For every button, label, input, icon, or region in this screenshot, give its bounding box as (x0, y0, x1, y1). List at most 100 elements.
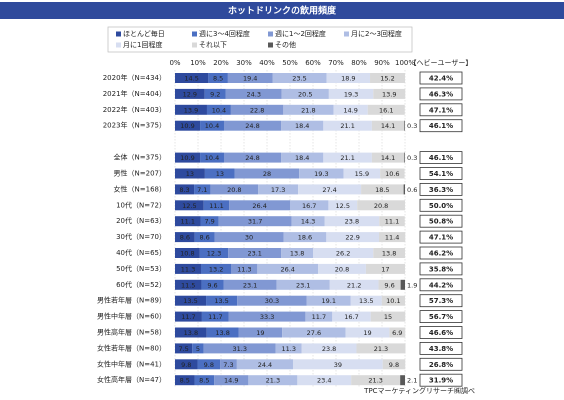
bar-segment (281, 248, 313, 258)
legend-swatch (192, 31, 197, 37)
segment-label: 21.8 (301, 106, 315, 114)
segment-label: 18.4 (295, 154, 309, 162)
bar-segment (379, 216, 405, 227)
heavy-value: 47.1% (429, 106, 453, 114)
heavy-box (419, 103, 463, 117)
bar-segment (206, 104, 231, 115)
heavy-box (419, 167, 463, 180)
bar-segment (333, 104, 368, 115)
bar-segment (404, 120, 405, 131)
segment-label: 11.1 (385, 218, 399, 226)
bar-segment (175, 184, 195, 195)
segment-label: 8.6 (180, 234, 190, 242)
segment-label: 10.6 (385, 170, 399, 178)
x-tick-label: 30% (236, 59, 252, 67)
bar-segment (382, 359, 406, 370)
segment-label: 6.9 (392, 329, 402, 337)
bar-segment (203, 200, 230, 211)
bar-segment (208, 73, 228, 83)
segment-label: 11.1 (181, 218, 195, 226)
bar-segment (192, 343, 204, 354)
bar-segment (175, 120, 201, 131)
legend-label: 週に3～4回程度 (199, 29, 250, 38)
segment-label: 21.3 (374, 345, 388, 353)
segment-label: 7.5 (178, 345, 188, 353)
bar-segment (299, 168, 344, 179)
segment-label: 15 (384, 313, 392, 321)
heavy-value: 43.8% (429, 345, 453, 353)
bar-segment (400, 375, 405, 386)
bar-segment (292, 359, 383, 370)
heavy-value: 50.8% (429, 218, 453, 226)
bar-segment (328, 88, 374, 99)
segment-label: 14.1 (381, 122, 395, 130)
bar-segment (175, 263, 201, 274)
segment-label: 30.3 (265, 297, 279, 305)
heavy-box (419, 326, 463, 339)
legend-label: 月に2～3回程度 (351, 29, 402, 38)
segment-label: 16.1 (379, 106, 393, 114)
bar-segment (175, 216, 201, 227)
legend-box (107, 26, 413, 53)
heavy-value: 46.2% (429, 250, 453, 258)
segment-label: 9.8 (204, 361, 214, 369)
bar-segment (175, 104, 207, 115)
heavy-box (419, 198, 463, 212)
heavy-box (419, 214, 463, 228)
segment-label: 23.1 (247, 250, 261, 258)
heavy-box (419, 151, 463, 165)
segment-label: 27.6 (307, 329, 321, 337)
segment-label: 7.3 (223, 361, 233, 369)
bar-segment (223, 120, 282, 131)
heavy-box (419, 278, 463, 292)
bar-segment (227, 73, 273, 83)
segment-label: 20.8 (335, 265, 349, 273)
bar-segment (282, 327, 346, 338)
segment-label: 8.6 (199, 234, 209, 242)
segment-label: 19.3 (344, 90, 358, 98)
bar-segment (323, 152, 372, 163)
segment-label: 22.8 (250, 106, 264, 114)
segment-label: 21.3 (368, 377, 382, 385)
segment-label: 10.9 (180, 122, 194, 130)
segment-label: 39 (334, 361, 342, 369)
bar-segment (194, 232, 215, 243)
bar-segment (248, 375, 298, 386)
bar-segment (380, 168, 405, 179)
segment-label: 0.3 (407, 122, 417, 130)
segment-label: 13 (216, 170, 224, 178)
bar-segment (345, 327, 390, 338)
bar-segment (210, 184, 259, 195)
x-tick-label: 50% (282, 59, 298, 67)
row-label: 男性中年層（N=60） (97, 312, 166, 321)
x-tick-label: 60% (305, 59, 321, 67)
segment-label: 26.4 (252, 202, 266, 210)
segment-label: 19.4 (243, 75, 257, 83)
bar-segment (371, 120, 405, 131)
bar-segment (350, 295, 382, 306)
segment-label: 17 (381, 265, 389, 273)
segment-label: 18.4 (295, 122, 309, 130)
segment-label: 18.5 (375, 186, 389, 194)
bar-segment (175, 200, 204, 211)
bar-segment (272, 73, 327, 83)
segment-label: 23.1 (243, 281, 257, 289)
bar-segment (276, 279, 330, 290)
row-label: 男性若年層（N=89） (97, 296, 166, 305)
bar-segment (175, 375, 195, 386)
bar-segment (326, 232, 380, 243)
bar-segment (231, 263, 258, 274)
heavy-value: 26.8% (429, 361, 453, 369)
segment-label: 7.1 (197, 186, 207, 194)
segment-label: 8.5 (199, 377, 209, 385)
bar-segment (200, 152, 224, 163)
segment-label: 33.3 (260, 313, 274, 321)
bar-segment (214, 232, 284, 243)
segment-label: 23.1 (296, 281, 310, 289)
segment-label: 14.9 (224, 377, 238, 385)
bar-segment (323, 120, 372, 131)
row-label: 50代（N=53） (116, 264, 166, 273)
segment-label: 19.3 (314, 170, 328, 178)
bar-segment (225, 88, 282, 99)
segment-label: 19 (256, 329, 264, 337)
